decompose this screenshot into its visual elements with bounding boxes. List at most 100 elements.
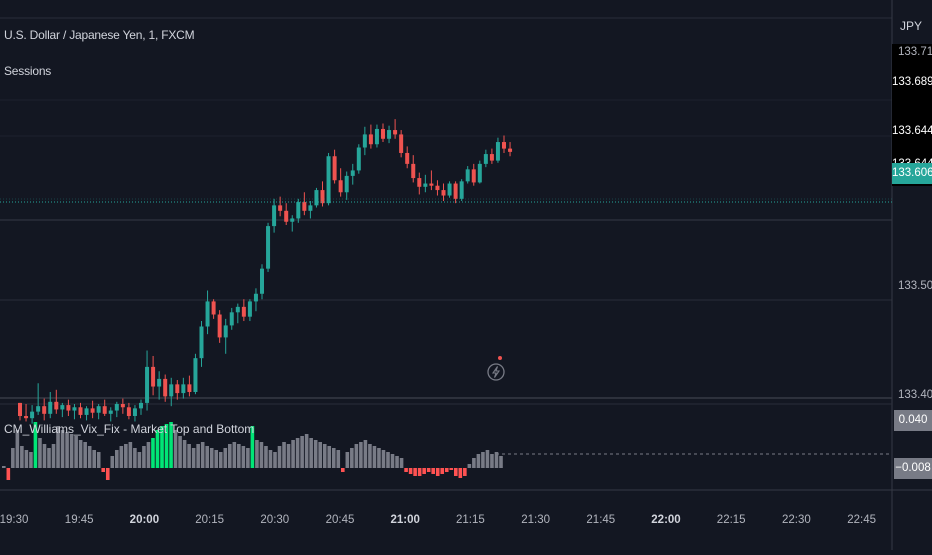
candle — [60, 402, 65, 418]
candle-body — [223, 325, 228, 338]
oscillator-bar — [87, 446, 92, 468]
oscillator-bar — [246, 448, 250, 468]
oscillator-bar — [304, 434, 309, 468]
candle-body — [132, 408, 137, 417]
candle — [290, 215, 295, 232]
candle-body — [284, 210, 289, 222]
candle — [114, 401, 119, 418]
candle-body — [368, 134, 373, 145]
oscillator-bar — [277, 446, 282, 468]
candle — [102, 399, 107, 417]
candle-body — [36, 406, 41, 412]
oscillator-bar — [69, 434, 74, 468]
oscillator-value-tag: −0.008 — [894, 458, 932, 479]
oscillator-bar — [60, 430, 65, 468]
oscillator-bar — [178, 436, 182, 468]
candle-body — [169, 384, 174, 397]
oscillator-bar — [381, 450, 386, 468]
oscillator-bar — [268, 450, 273, 468]
oscillator-bar — [15, 430, 20, 468]
candle-body — [399, 134, 404, 153]
oscillator-bar — [200, 442, 205, 468]
oscillator-bar — [408, 468, 413, 474]
oscillator-bar — [65, 432, 69, 468]
oscillator-bar — [476, 454, 481, 468]
candle-body — [302, 202, 307, 211]
candle — [356, 144, 361, 174]
price-tag: 133.606 — [892, 162, 932, 184]
candle — [96, 404, 101, 420]
candle — [344, 171, 349, 200]
oscillator-bar — [368, 444, 372, 468]
candle — [24, 404, 29, 422]
oscillator-bar — [458, 468, 463, 478]
candle — [326, 152, 331, 206]
candle-body — [78, 407, 83, 415]
candle — [308, 200, 313, 219]
oscillator-bar — [449, 468, 454, 470]
oscillator-bar — [413, 468, 417, 476]
candle-body — [260, 268, 264, 294]
candle-body — [235, 306, 240, 313]
candle — [78, 402, 83, 419]
candle — [332, 149, 337, 184]
oscillator-bar — [51, 444, 56, 468]
candlestick-series — [18, 119, 513, 424]
candle-body — [429, 183, 434, 186]
candle — [284, 203, 289, 226]
oscillator-bar — [341, 468, 345, 472]
candle-body — [126, 407, 131, 417]
candle — [320, 181, 325, 207]
candle — [157, 371, 162, 400]
candle-body — [308, 205, 313, 211]
candle — [278, 196, 283, 217]
candle — [399, 130, 404, 158]
oscillator-bar — [2, 466, 6, 468]
oscillator-bar — [444, 468, 449, 472]
oscillator-bar — [146, 442, 151, 468]
oscillator-bar — [345, 452, 350, 468]
price-tick-label: 133.715 — [898, 45, 932, 58]
oscillator-bar — [232, 442, 237, 468]
candle — [151, 355, 156, 396]
oscillator-bar — [124, 444, 128, 468]
candle — [350, 163, 355, 185]
price-tick-label: 133.400 — [898, 389, 932, 402]
candle — [18, 402, 22, 421]
oscillator-indicator-title[interactable]: CM_Williams_Vix_Fix - Market Top and Bot… — [4, 422, 255, 436]
candle — [508, 142, 513, 157]
sessions-indicator-label[interactable]: Sessions — [4, 64, 52, 78]
price-axis-currency[interactable]: JPY — [900, 19, 923, 33]
candle-body — [193, 358, 198, 392]
candle — [272, 198, 277, 233]
candle — [120, 398, 125, 414]
oscillator-bar — [359, 442, 363, 468]
time-tick-label: 20:30 — [260, 514, 290, 526]
candle-body — [72, 407, 77, 411]
oscillator-bar — [395, 456, 399, 468]
candle-body — [241, 306, 246, 317]
lightning-bolt-icon[interactable] — [487, 356, 505, 381]
candle-body — [102, 406, 107, 414]
candle — [296, 198, 301, 223]
candle — [30, 405, 35, 424]
candle-body — [326, 156, 331, 204]
candle — [302, 192, 307, 216]
candle-body — [108, 410, 113, 414]
candle — [126, 402, 131, 420]
candle-body — [211, 301, 216, 315]
oscillator-bar — [187, 444, 191, 468]
oscillator-bar — [24, 450, 29, 468]
candle-body — [247, 301, 252, 317]
candle-body — [362, 134, 367, 148]
oscillator-bar — [309, 438, 313, 468]
candle — [502, 135, 506, 153]
candle — [247, 299, 252, 322]
oscillator-bar — [191, 448, 196, 468]
candle — [132, 405, 137, 422]
candle-body — [411, 163, 416, 179]
symbol-title[interactable]: U.S. Dollar / Japanese Yen, 1, FXCM — [4, 28, 195, 42]
candle-body — [447, 183, 452, 196]
